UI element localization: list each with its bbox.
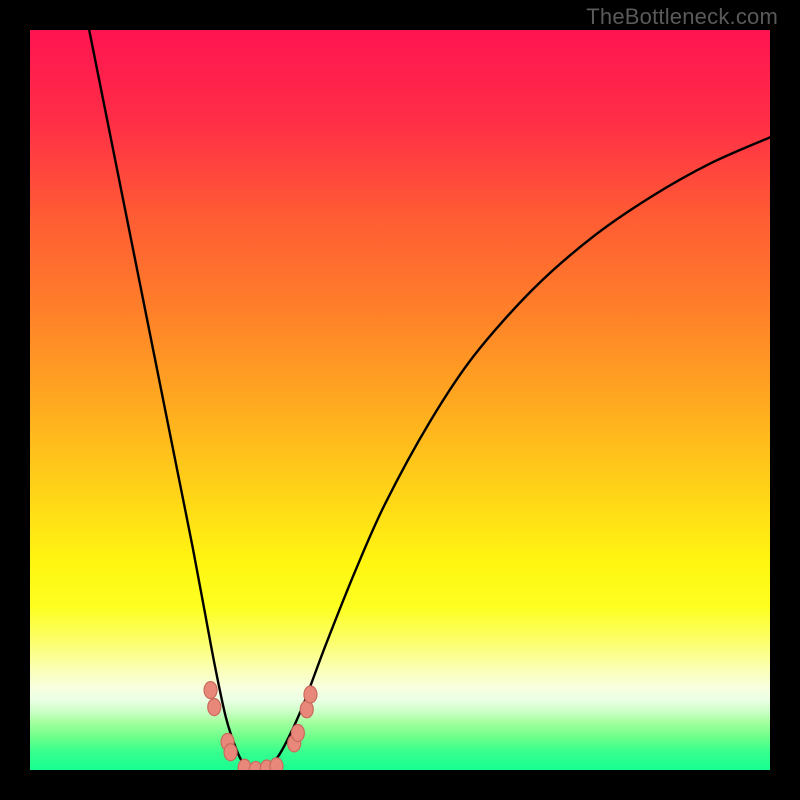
bottleneck-chart (30, 30, 770, 770)
watermark-text: TheBottleneck.com (586, 4, 778, 30)
valley-marker (291, 725, 304, 742)
valley-marker (204, 682, 217, 699)
valley-marker (224, 744, 237, 761)
valley-marker (270, 758, 283, 770)
chart-curve-layer (30, 30, 770, 770)
valley-marker (304, 686, 317, 703)
valley-marker (208, 699, 221, 716)
bottleneck-curve (89, 30, 770, 770)
